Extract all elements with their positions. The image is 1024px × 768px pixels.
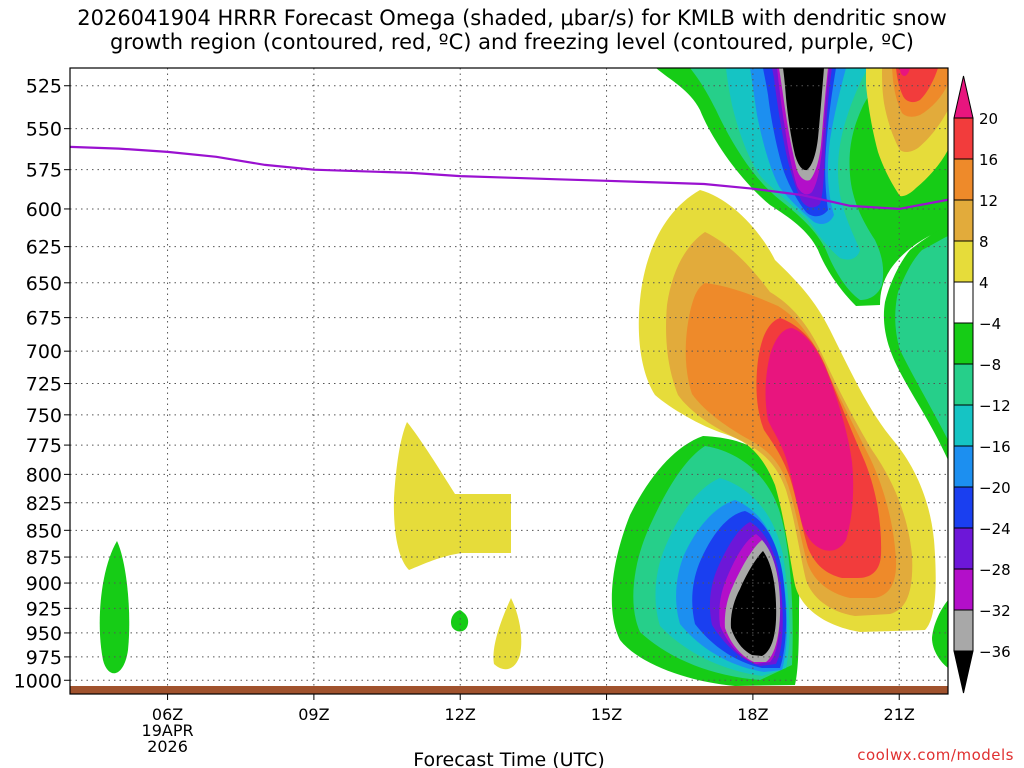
plot-frame [69, 67, 949, 695]
y-tick-label-900: 900 [26, 573, 62, 595]
colorbar-segment [953, 404, 974, 447]
colorbar-top-arrow [953, 75, 974, 119]
source-credit: coolwx.com/models [857, 746, 1014, 764]
colorbar-label--32: −32 [979, 602, 1011, 620]
colorbar-label--24: −24 [979, 520, 1011, 538]
omega-region-green-dot-12z [450, 610, 469, 632]
ground-surface [70, 686, 948, 694]
y-tick-label-650: 650 [26, 273, 62, 295]
colorbar-bottom-arrow [953, 650, 974, 694]
colorbar-label-12: 12 [979, 192, 998, 210]
x-tick-label-21Z: 21Z [884, 705, 915, 724]
y-tick-label-775: 775 [26, 435, 62, 457]
omega-region-upper-core [783, 68, 824, 171]
x-tick-label-06Z: 06Z [152, 705, 183, 724]
colorbar-segment [953, 568, 974, 611]
colorbar-segment [953, 158, 974, 201]
x-date-label: 19APR [142, 721, 194, 740]
colorbar-label--4: −4 [979, 315, 1001, 333]
colorbar: 20 16 12 8 4 −4 −8 −12 −16 −20 −24 −28 −32 −36 [953, 75, 1011, 694]
omega-region-upper-right-16 [896, 68, 938, 103]
y-tick-label-700: 700 [26, 341, 62, 363]
gridlines [70, 68, 948, 694]
omega-region-blob-left [99, 541, 130, 674]
colorbar-segment [953, 445, 974, 488]
x-year-label: 2026 [147, 737, 188, 756]
colorbar-segment [953, 117, 974, 160]
y-tick-label-575: 575 [26, 160, 62, 182]
colorbar-label--28: −28 [979, 561, 1011, 579]
y-tick-label-825: 825 [26, 493, 62, 515]
colorbar-label--8: −8 [979, 356, 1001, 374]
freezing-level-line [70, 145, 948, 211]
omega-region-yellow-13z [493, 598, 522, 670]
colorbar-label-8: 8 [979, 233, 989, 251]
x-axis-label: Forecast Time (UTC) [413, 749, 604, 768]
colorbar-segment [953, 281, 974, 324]
pressure-axis: 525 550 575 600 625 650 675 700 725 750 775 800 825 8… [14, 76, 70, 692]
y-tick-label-675: 675 [26, 308, 62, 330]
omega-region-lower-right-green [932, 600, 948, 668]
y-tick-label-625: 625 [26, 237, 62, 259]
y-tick-label-950: 950 [26, 623, 62, 645]
omega-shaded-field [99, 68, 948, 686]
y-tick-label-600: 600 [26, 199, 62, 221]
omega-region-yellow-11z [393, 422, 511, 570]
x-tick-label-18Z: 18Z [737, 705, 768, 724]
colorbar-segment [953, 609, 974, 652]
y-tick-label-850: 850 [26, 520, 62, 542]
y-tick-label-925: 925 [26, 598, 62, 620]
omega-region-upper-m8-right [895, 236, 948, 440]
y-tick-label-875: 875 [26, 547, 62, 569]
colorbar-segment [953, 199, 974, 242]
y-tick-label-525: 525 [26, 76, 62, 98]
colorbar-segment [953, 486, 974, 529]
omega-region-ascent-core [730, 551, 777, 656]
colorbar-label--12: −12 [979, 397, 1011, 415]
colorbar-segment [953, 322, 974, 365]
y-tick-label-750: 750 [26, 405, 62, 427]
colorbar-label--16: −16 [979, 438, 1011, 456]
plot-area [69, 67, 949, 695]
colorbar-label--20: −20 [979, 479, 1011, 497]
colorbar-segment [953, 527, 974, 570]
y-tick-label-1000: 1000 [14, 670, 62, 692]
x-tick-label-12Z: 12Z [445, 705, 476, 724]
colorbar-label--36: −36 [979, 643, 1011, 661]
x-tick-label-09Z: 09Z [298, 705, 329, 724]
chart-title-line-2: growth region (contoured, red, ºC) and f… [110, 30, 914, 54]
y-tick-label-725: 725 [26, 374, 62, 396]
chart-title-line-1: 2026041904 HRRR Forecast Omega (shaded, … [77, 6, 947, 30]
y-tick-label-800: 800 [26, 464, 62, 486]
colorbar-segment [953, 240, 974, 283]
omega-region-descent-20 [765, 328, 854, 551]
freezing-level-contour [70, 145, 948, 211]
y-tick-label-550: 550 [26, 119, 62, 141]
omega-region-upper-right-20 [900, 68, 910, 76]
colorbar-segment [953, 363, 974, 406]
colorbar-label-4: 4 [979, 274, 989, 292]
x-tick-label-15Z: 15Z [591, 705, 622, 724]
chart-title: 2026041904 HRRR Forecast Omega (shaded, … [0, 6, 1024, 54]
colorbar-label-20: 20 [979, 110, 998, 128]
colorbar-label-16: 16 [979, 151, 998, 169]
y-tick-label-975: 975 [26, 647, 62, 669]
